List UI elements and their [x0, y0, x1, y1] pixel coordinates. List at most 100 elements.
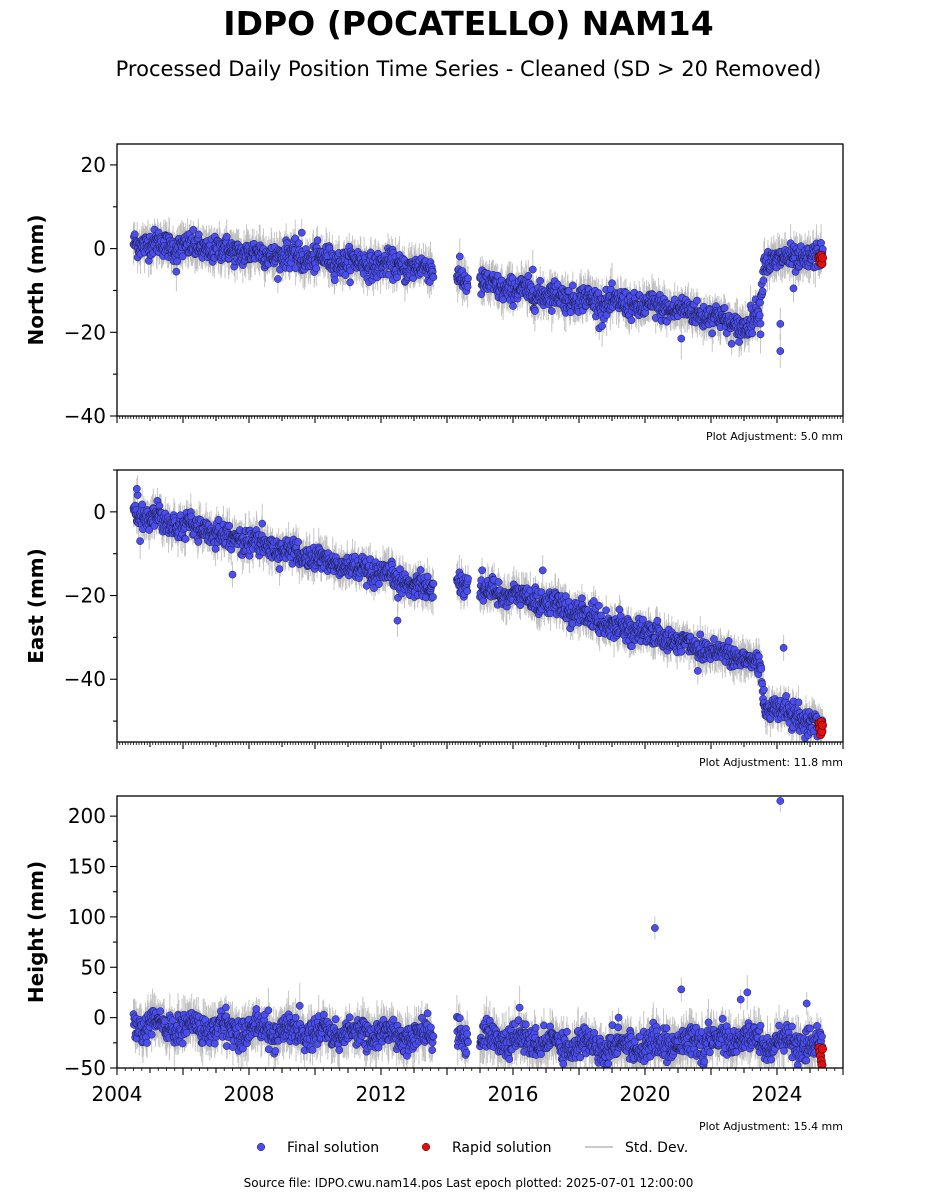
final-point [505, 1055, 514, 1063]
final-point [524, 272, 533, 280]
final-point [696, 630, 705, 639]
final-point [759, 276, 768, 285]
final-point [779, 643, 788, 652]
final-point [710, 635, 718, 643]
final-point [429, 273, 438, 282]
final-point [590, 1029, 599, 1037]
final-point [602, 606, 611, 615]
final-point [720, 304, 729, 312]
final-point [429, 593, 437, 601]
final-point [536, 276, 545, 285]
y-tick-label: 0 [93, 500, 106, 524]
final-point [735, 338, 743, 346]
final-point [464, 574, 472, 583]
final-point [393, 616, 402, 625]
final-point [724, 637, 733, 645]
final-point [181, 535, 190, 543]
final-point [222, 232, 231, 241]
final-point [462, 1048, 471, 1057]
final-point [173, 257, 182, 266]
final-point [608, 279, 616, 288]
final-point [755, 311, 764, 320]
final-point [211, 545, 220, 553]
plot-area [129, 796, 827, 1068]
final-point [295, 239, 303, 248]
final-point [143, 1039, 151, 1047]
final-point [693, 667, 702, 675]
final-point [345, 1013, 354, 1022]
final-point [308, 1046, 317, 1054]
x-axis [116, 742, 844, 749]
final-point [478, 566, 486, 575]
plot-area [129, 216, 827, 368]
final-point [759, 685, 768, 694]
rapid-point [817, 253, 827, 263]
final-point [538, 566, 547, 575]
final-point [147, 1030, 156, 1039]
final-point [604, 1059, 613, 1068]
final-point [639, 615, 647, 624]
final-point [335, 1046, 344, 1054]
panel-east: 0 −20 −40 East (mm) Plot Adjustment: 11.8 mm [24, 469, 844, 769]
final-point [136, 537, 144, 545]
final-point [423, 1009, 432, 1018]
final-point [748, 329, 757, 338]
final-point [416, 566, 425, 574]
final-point [156, 1007, 165, 1016]
final-point [178, 1039, 187, 1048]
final-point [528, 265, 537, 274]
final-point [553, 280, 562, 289]
y-axis-label: North (mm) [24, 214, 48, 345]
final-point [463, 282, 472, 291]
final-point [275, 565, 284, 573]
final-point [757, 665, 766, 673]
final-point [168, 1016, 177, 1025]
chart-title: IDPO (POCATELLO) NAM14 [223, 4, 714, 43]
plot-adjustment-note: Plot Adjustment: 11.8 mm [699, 756, 843, 769]
final-point [375, 580, 383, 588]
final-point [708, 329, 717, 338]
final-point [228, 570, 237, 579]
chart-subtitle: Processed Daily Position Time Series - C… [115, 57, 822, 81]
final-point [313, 236, 322, 245]
final-point [428, 1046, 437, 1054]
final-point [271, 1047, 280, 1055]
final-point [776, 320, 785, 328]
std-dev-bars [133, 475, 824, 742]
final-point [568, 281, 577, 290]
y-axis: 0 −20 −40 [64, 469, 117, 722]
final-point [627, 316, 636, 325]
final-point [133, 491, 142, 499]
final-point [330, 276, 339, 285]
final-point [238, 1044, 247, 1053]
y-tick-label: −40 [64, 667, 106, 691]
final-point [615, 605, 624, 614]
final-point [194, 230, 203, 239]
final-point [346, 278, 354, 287]
y-tick-label: −20 [64, 320, 106, 344]
final-point [576, 1053, 585, 1062]
final-point [297, 228, 306, 237]
rapid-solution-series [814, 250, 827, 269]
y-axis: 20 0 −20 −40 [64, 153, 117, 428]
final-point [393, 273, 401, 282]
final-point [494, 578, 503, 586]
final-point [590, 597, 598, 605]
final-point [547, 307, 556, 315]
y-tick-label: −40 [64, 404, 106, 428]
final-point [210, 1039, 219, 1048]
final-point [132, 484, 141, 493]
final-point [727, 339, 736, 348]
final-point [677, 334, 686, 343]
final-point [295, 1001, 304, 1010]
final-point [252, 1005, 261, 1013]
final-point [312, 264, 321, 273]
panel-north: 20 0 −20 −40 North (mm) Plot Adjustment: 5.0 … [24, 143, 844, 443]
final-point [758, 287, 767, 296]
final-point [537, 1050, 545, 1058]
final-point [559, 1060, 568, 1068]
final-point [598, 322, 606, 330]
y-axis-label: East (mm) [24, 548, 48, 664]
